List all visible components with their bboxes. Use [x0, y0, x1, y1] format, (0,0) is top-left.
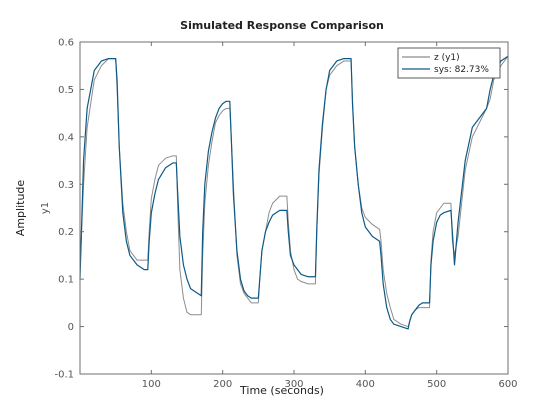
legend-box — [397, 47, 501, 79]
legend-entry-2: sys: 82.73% — [434, 65, 489, 75]
y-tick-label: 0 — [68, 322, 74, 333]
series-line-1 — [79, 55, 509, 328]
y-tick-label: 0.1 — [58, 275, 74, 286]
x-tick-label: 600 — [498, 379, 517, 390]
y-tick-label: 0.2 — [58, 227, 74, 238]
y-tick-label: 0.6 — [58, 38, 74, 49]
y-tick-label: 0.4 — [58, 132, 74, 143]
legend: z (y1) sys: 82.73% — [397, 47, 501, 79]
y-tick-label: 0.3 — [58, 180, 74, 191]
series-line-2 — [79, 55, 509, 330]
plot-background — [80, 42, 508, 374]
x-tick-label: 400 — [356, 379, 375, 390]
x-tick-label: 100 — [142, 379, 161, 390]
y-tick-label: -0.1 — [54, 370, 74, 381]
legend-entry-1: z (y1) — [434, 53, 460, 63]
x-axis-label: Time (seconds) — [239, 384, 324, 397]
y-tick-label: 0.5 — [58, 85, 74, 96]
x-tick-label: 300 — [284, 379, 303, 390]
chart-title: Simulated Response Comparison — [180, 19, 384, 32]
y-axis-label-inner: y1 — [40, 202, 51, 214]
series-layer — [79, 55, 509, 330]
x-tick-label: 200 — [213, 379, 232, 390]
ticks-layer: 100 200 300 400 500 600 -0.1 0 0.1 0.2 0.3 0.4 0.5 0.… — [54, 38, 517, 391]
x-tick-label: 500 — [427, 379, 446, 390]
y-axis-label-outer: Amplitude — [14, 180, 27, 237]
